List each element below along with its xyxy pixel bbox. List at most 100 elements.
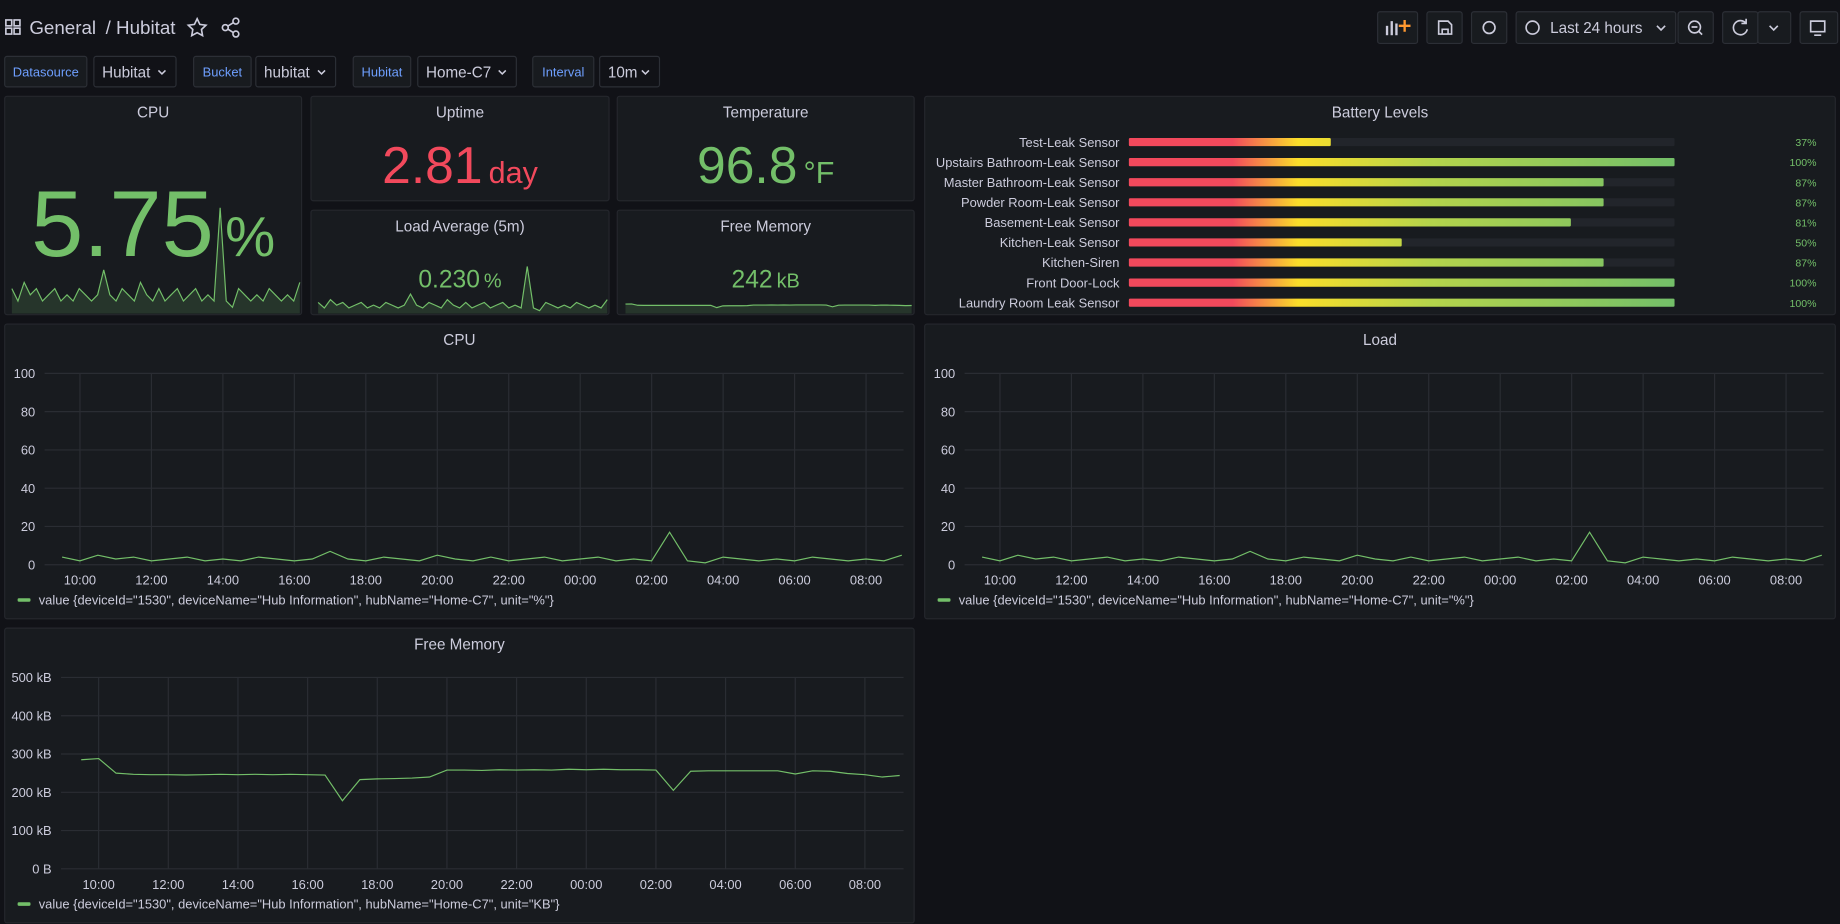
panel (616, 95, 915, 202)
settings-icon (1482, 20, 1496, 35)
variable-value: hubitat (264, 64, 311, 81)
y-tick-label: 20 (21, 519, 35, 534)
clock-icon (1525, 20, 1540, 35)
legend-label: value {deviceId="1530", deviceName="Hub … (39, 593, 555, 608)
panel-title: Load (1363, 332, 1397, 349)
y-tick-label: 0 B (32, 862, 51, 877)
x-tick-label: 06:00 (779, 877, 811, 892)
refresh-button[interactable] (1722, 11, 1759, 45)
panel-title: Free Memory (720, 218, 811, 235)
variable-label: Bucket (203, 64, 243, 79)
x-tick-label: 06:00 (778, 573, 810, 588)
refresh-interval-button[interactable] (1757, 11, 1792, 45)
save-icon (1437, 20, 1453, 35)
x-tick-label: 12:00 (152, 877, 184, 892)
panel-title: CPU (443, 332, 475, 349)
stat-value: 242 kB (732, 267, 800, 294)
variable-select[interactable] (93, 55, 177, 88)
x-tick-label: 04:00 (709, 877, 741, 892)
chevron (641, 69, 650, 76)
kiosk-button[interactable] (1799, 11, 1839, 45)
x-tick-label: 20:00 (431, 877, 463, 892)
legend-swatch (937, 598, 951, 602)
x-tick-label: 20:00 (1341, 573, 1373, 588)
bar-value-label: 81% (1795, 217, 1816, 229)
sparkline-area (625, 303, 912, 314)
stat-unit: % (484, 271, 502, 293)
stat-value: 0.230% (418, 267, 502, 294)
zoom-icon (1687, 20, 1703, 36)
sparkline-area (318, 266, 608, 314)
stat-number: 242 (732, 267, 773, 294)
variable-value: Home-C7 (426, 64, 491, 81)
variable-value: Hubitat (102, 64, 151, 81)
x-tick-label: 22:00 (1413, 573, 1445, 588)
bar-label: Master Bathroom-Leak Sensor (944, 175, 1120, 190)
panel-title: Uptime (436, 104, 484, 121)
y-tick-label: 80 (21, 404, 35, 419)
panel (4, 627, 915, 924)
panel-title: CPU (137, 104, 169, 121)
x-tick-label: 08:00 (849, 877, 881, 892)
bar-label: Powder Room-Leak Sensor (961, 195, 1120, 210)
variable-select[interactable] (417, 55, 517, 88)
variable-select[interactable] (255, 55, 337, 88)
panel-title: Temperature (723, 104, 809, 121)
star-icon[interactable] (186, 16, 208, 38)
chevron (1769, 25, 1779, 32)
y-tick-label: 80 (941, 404, 955, 419)
stat-unit: % (225, 205, 275, 268)
x-tick-label: 10:00 (984, 573, 1016, 588)
y-tick-label: 60 (941, 443, 955, 458)
y-tick-label: 0 (948, 557, 955, 572)
chevron (1656, 25, 1666, 32)
stat-value: 5.75% (31, 171, 275, 276)
bar-value-label: 100% (1790, 157, 1817, 169)
save-button[interactable] (1426, 11, 1463, 45)
panel (310, 95, 610, 202)
x-tick-label: 22:00 (493, 573, 525, 588)
variable-label-box (532, 55, 595, 88)
y-tick-label: 0 (28, 557, 35, 572)
variable-value: 10m (608, 64, 638, 81)
bar-value-label: 87% (1795, 197, 1816, 209)
y-tick-label: 40 (21, 481, 35, 496)
settings-button[interactable] (1470, 11, 1508, 45)
bar (1128, 238, 1402, 247)
breadcrumb[interactable]: General (29, 17, 96, 38)
bar-label: Kitchen-Leak Sensor (1000, 235, 1120, 250)
panel (4, 95, 303, 316)
chevron (157, 69, 166, 76)
bar (1128, 158, 1675, 167)
variable-label-box (352, 55, 412, 88)
sparkline (11, 207, 301, 309)
kiosk-icon (1809, 20, 1826, 37)
time-picker[interactable] (1515, 11, 1677, 45)
variable-select[interactable] (599, 55, 661, 88)
chevron (498, 69, 507, 76)
bar-label: Laundry Room Leak Sensor (959, 295, 1120, 310)
y-tick-label: 300 kB (11, 747, 51, 762)
series-line (61, 531, 902, 564)
series-line (81, 757, 900, 802)
add-panel-icon (1385, 19, 1411, 36)
x-tick-label: 08:00 (1770, 573, 1802, 588)
bar-value-label: 100% (1790, 278, 1817, 290)
stat-unit: day (489, 156, 539, 190)
x-tick-label: 18:00 (350, 573, 382, 588)
bar (1128, 278, 1675, 287)
x-tick-label: 12:00 (135, 573, 167, 588)
x-tick-label: 14:00 (207, 573, 239, 588)
y-tick-label: 20 (941, 519, 955, 534)
x-tick-label: 00:00 (570, 877, 602, 892)
x-tick-label: 16:00 (291, 877, 323, 892)
y-tick-label: 40 (941, 481, 955, 496)
apps-icon[interactable] (5, 19, 21, 35)
x-tick-label: 08:00 (850, 573, 882, 588)
x-tick-label: 02:00 (640, 877, 672, 892)
legend-label: value {deviceId="1530", deviceName="Hub … (39, 897, 560, 912)
variable-label: Datasource (13, 64, 79, 79)
share-icon[interactable] (221, 17, 240, 38)
bar-value-label: 50% (1795, 238, 1816, 250)
bar-label: Upstairs Bathroom-Leak Sensor (936, 155, 1120, 170)
